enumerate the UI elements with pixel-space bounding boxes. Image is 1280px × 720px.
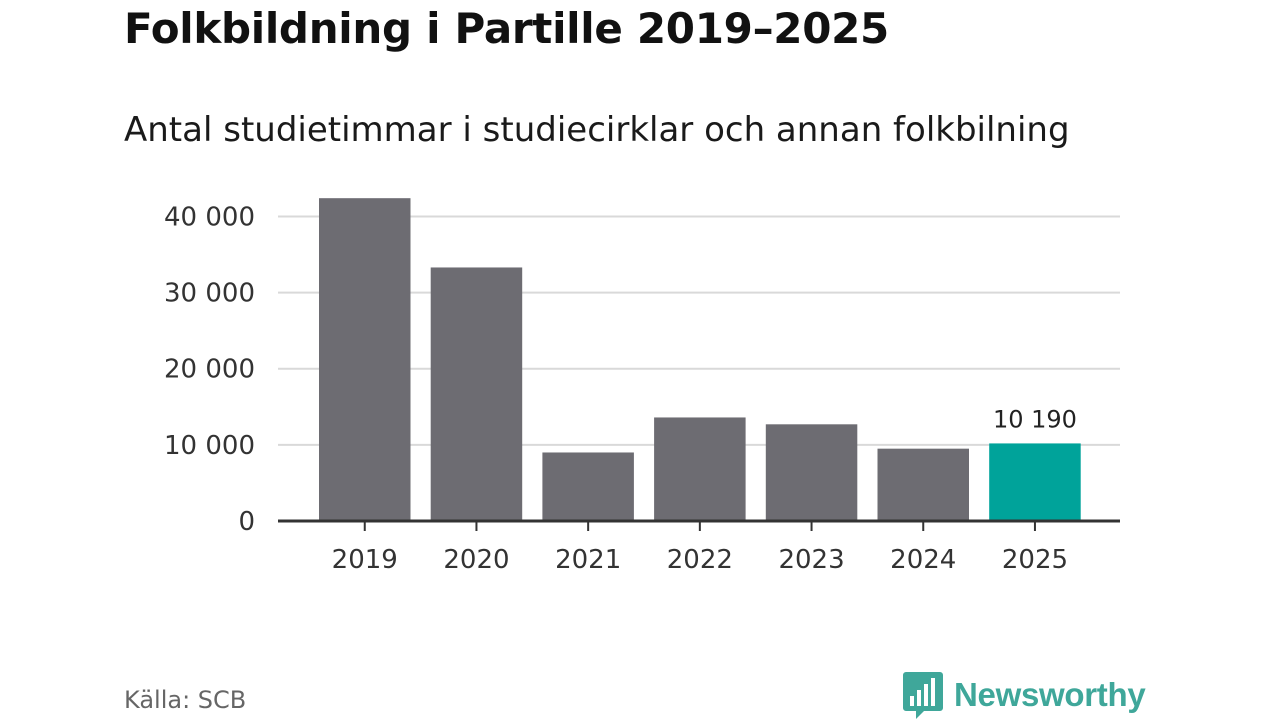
x-tick-label: 2021: [555, 545, 621, 575]
y-tick-label: 30 000: [164, 279, 255, 309]
y-tick-label: 20 000: [164, 355, 255, 385]
x-tick-label: 2024: [890, 545, 956, 575]
chart-subtitle: Antal studietimmar i studiecirklar och a…: [124, 110, 1070, 150]
brand-name: Newsworthy: [954, 676, 1146, 713]
bar: [654, 417, 746, 521]
x-tick-label: 2025: [1002, 545, 1068, 575]
x-tick-label: 2022: [667, 545, 733, 575]
bar: [319, 198, 411, 521]
data-label: 10 190: [993, 405, 1077, 433]
chart-title: Folkbildning i Partille 2019–2025: [124, 4, 889, 53]
x-tick-label: 2023: [778, 545, 844, 575]
y-tick-label: 10 000: [164, 431, 255, 461]
source-note: Källa: SCB: [124, 686, 247, 714]
bar: [430, 267, 523, 521]
x-tick-label: 2020: [443, 545, 509, 575]
y-tick-label: 40 000: [164, 202, 255, 232]
bar: [989, 443, 1081, 521]
bar: [542, 452, 634, 521]
bar: [877, 448, 969, 521]
bar-chart: 0 10 000 20 000 30 000 40 000 2019 2020 2021 202…: [164, 198, 1120, 575]
y-tick-label: 0: [238, 507, 255, 537]
bar: [765, 424, 858, 521]
newsworthy-bar-chart-icon: [903, 672, 943, 719]
x-tick-label: 2019: [332, 545, 398, 575]
brand-logo: Newsworthy: [902, 670, 1146, 720]
